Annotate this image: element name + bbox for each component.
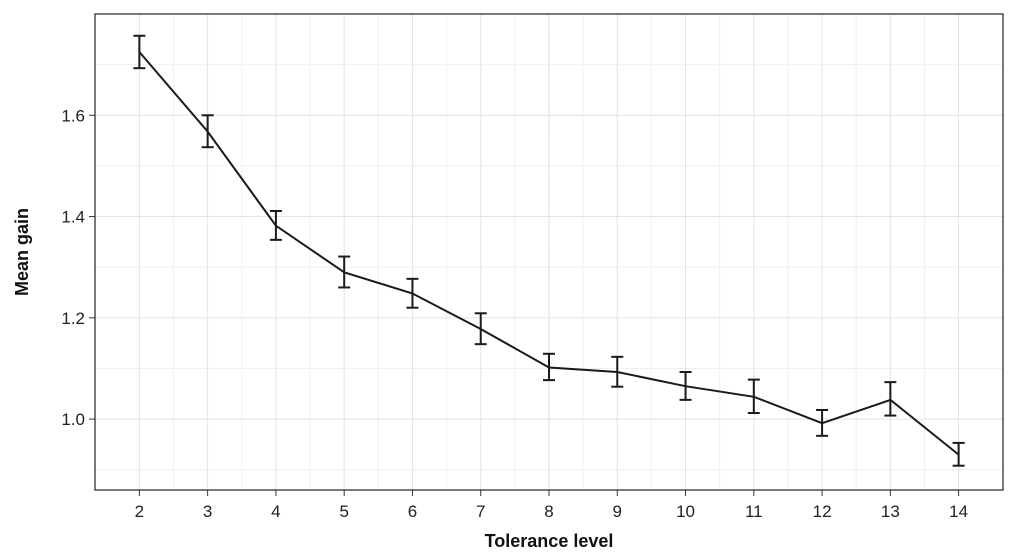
x-tick-label: 11 <box>745 502 763 521</box>
y-tick-label: 1.2 <box>61 309 85 328</box>
x-tick-label: 9 <box>613 502 622 521</box>
y-axis-tick-labels: 1.0 1.2 1.4 1.6 <box>61 106 85 429</box>
x-tick-label: 10 <box>676 502 695 521</box>
x-axis-tick-labels: 2 3 4 5 6 7 8 9 10 11 12 13 14 <box>135 502 968 521</box>
x-tick-label: 4 <box>271 502 280 521</box>
y-axis-title: Mean gain <box>12 208 32 296</box>
error-bar <box>884 381 897 417</box>
y-tick-label: 1.0 <box>61 410 85 429</box>
x-tick-label: 14 <box>949 502 968 521</box>
x-tick-label: 13 <box>881 502 900 521</box>
x-axis-title: Tolerance level <box>485 531 614 551</box>
error-bar <box>133 34 146 70</box>
x-tick-label: 7 <box>476 502 485 521</box>
x-tick-label: 12 <box>813 502 832 521</box>
x-tick-label: 3 <box>203 502 212 521</box>
x-tick-label: 8 <box>544 502 553 521</box>
axis-ticks <box>89 114 960 496</box>
x-tick-label: 2 <box>135 502 144 521</box>
y-tick-label: 1.4 <box>61 208 85 227</box>
x-tick-label: 6 <box>408 502 417 521</box>
y-tick-label: 1.6 <box>61 106 85 125</box>
series-line <box>138 51 960 456</box>
x-tick-label: 5 <box>339 502 348 521</box>
